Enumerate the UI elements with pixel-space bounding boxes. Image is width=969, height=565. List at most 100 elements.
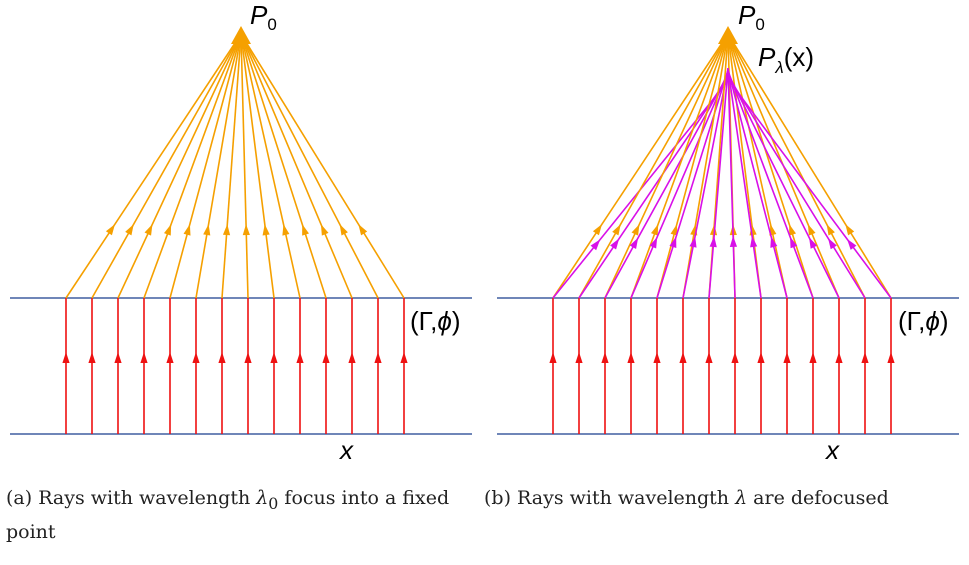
focused-ray xyxy=(221,33,242,299)
incoming-ray-arrow xyxy=(705,352,713,363)
rays-a xyxy=(62,33,408,434)
focused-ray-arrow xyxy=(282,224,290,236)
incoming-ray-arrow xyxy=(679,352,687,363)
defocused-ray xyxy=(630,71,729,299)
focused-ray-arrow xyxy=(339,224,348,236)
focused-ray xyxy=(195,33,242,299)
apex-label-a: P0 xyxy=(250,0,277,34)
focused-ray xyxy=(240,33,275,299)
incoming-ray-arrow xyxy=(114,352,122,363)
focused-ray xyxy=(240,33,379,299)
focused-ray-arrow xyxy=(262,224,270,236)
defocused-ray-arrow xyxy=(729,235,738,248)
focused-ray-arrow xyxy=(826,224,835,236)
defocused-ray-arrow xyxy=(770,236,778,248)
incoming-ray-arrow xyxy=(322,352,330,363)
defocused-ray-arrow xyxy=(669,236,677,249)
ray-diagram: P0 (Γ,ϕ) x P0 Pλ(x) (Γ,ϕ) x xyxy=(10,0,959,465)
axis-label-a: x xyxy=(338,435,354,465)
focused-ray-arrow xyxy=(203,224,211,236)
incoming-ray-arrow xyxy=(374,352,382,363)
focused-ray xyxy=(630,33,729,299)
defocused-ray xyxy=(708,68,729,299)
focused-ray xyxy=(727,33,788,299)
focused-ray xyxy=(240,33,327,299)
focused-ray-arrow xyxy=(631,224,640,236)
focused-ray-arrow xyxy=(592,224,602,236)
incoming-ray-arrow xyxy=(549,352,557,363)
defocused-ray-arrow xyxy=(689,236,697,248)
incoming-ray-arrow xyxy=(653,352,661,363)
incoming-ray-arrow xyxy=(296,352,304,363)
incoming-ray-arrow xyxy=(62,352,70,363)
focused-ray xyxy=(656,33,729,299)
rays-b xyxy=(549,33,895,434)
panel-b-defocused-rays: P0 Pλ(x) (Γ,ϕ) x xyxy=(497,0,959,465)
defocused-ray-arrow xyxy=(610,238,620,250)
defocused-ray xyxy=(727,70,814,299)
incoming-ray-arrow xyxy=(783,352,791,363)
focused-ray-arrow xyxy=(320,224,329,236)
focused-ray-arrow xyxy=(612,224,621,236)
focused-ray-arrow xyxy=(183,224,191,236)
focused-ray-arrow xyxy=(163,224,172,236)
defocused-ray xyxy=(727,78,892,299)
focused-ray xyxy=(169,33,242,299)
incoming-ray-arrow xyxy=(88,352,96,363)
incoming-ray-arrow xyxy=(575,352,583,363)
defocused-ray-arrow xyxy=(750,236,758,248)
defocused-ray-arrow xyxy=(629,237,639,249)
focused-ray-arrow xyxy=(807,224,816,236)
defocused-ray xyxy=(727,75,866,299)
incoming-ray-arrow xyxy=(601,352,609,363)
incoming-ray-arrow xyxy=(835,352,843,363)
focused-ray xyxy=(578,33,729,299)
incoming-ray-arrow xyxy=(244,352,252,363)
defocused-ray xyxy=(727,67,736,299)
defocus-label-b: Pλ(x) xyxy=(758,42,814,77)
focused-ray xyxy=(240,33,405,299)
incoming-ray-arrow xyxy=(348,352,356,363)
incoming-ray-arrow xyxy=(270,352,278,363)
incoming-ray-arrow xyxy=(166,352,174,363)
incoming-ray-arrow xyxy=(192,352,200,363)
incoming-ray-arrow xyxy=(757,352,765,363)
focused-ray-arrow xyxy=(105,224,115,236)
apex-label-b: P0 xyxy=(738,0,765,34)
defocused-ray xyxy=(727,68,762,299)
focused-ray xyxy=(240,33,249,299)
defocused-ray xyxy=(727,69,788,299)
focused-ray-arrow xyxy=(670,224,678,236)
focused-ray xyxy=(143,33,242,299)
surface-label-b: (Γ,ϕ) xyxy=(898,306,949,336)
defocused-ray-arrow xyxy=(790,236,798,249)
focused-ray-arrow xyxy=(789,224,796,236)
apex-point-a xyxy=(231,26,251,44)
focused-ray-arrow xyxy=(144,224,153,236)
defocused-ray xyxy=(682,68,729,299)
defocused-ray-arrow xyxy=(809,237,818,249)
focused-ray-arrow xyxy=(125,224,134,236)
focused-ray xyxy=(727,33,892,299)
defocused-ray-arrow xyxy=(590,239,601,251)
focused-ray-arrow xyxy=(650,224,659,236)
caption-a: (a) Rays with wavelength λ0 focus into a… xyxy=(6,487,450,543)
focused-ray xyxy=(552,33,729,299)
defocused-ray-arrow xyxy=(846,238,857,250)
focused-ray-arrow xyxy=(222,224,231,236)
focused-ray xyxy=(240,33,353,299)
focused-ray xyxy=(727,33,814,299)
apex-point-b xyxy=(718,26,738,44)
focused-ray-arrow xyxy=(845,224,855,236)
focused-ray xyxy=(117,33,242,299)
focused-ray xyxy=(727,33,762,299)
incoming-ray-arrow xyxy=(887,352,895,363)
incoming-ray-arrow xyxy=(140,352,148,363)
defocused-ray xyxy=(578,76,729,299)
focused-ray-arrow xyxy=(358,224,368,236)
incoming-ray-arrow xyxy=(809,352,817,363)
incoming-ray-arrow xyxy=(400,352,408,363)
panel-a-focused-rays: P0 (Γ,ϕ) x xyxy=(10,0,472,465)
focused-ray xyxy=(240,33,301,299)
focused-ray-arrow xyxy=(242,224,250,236)
